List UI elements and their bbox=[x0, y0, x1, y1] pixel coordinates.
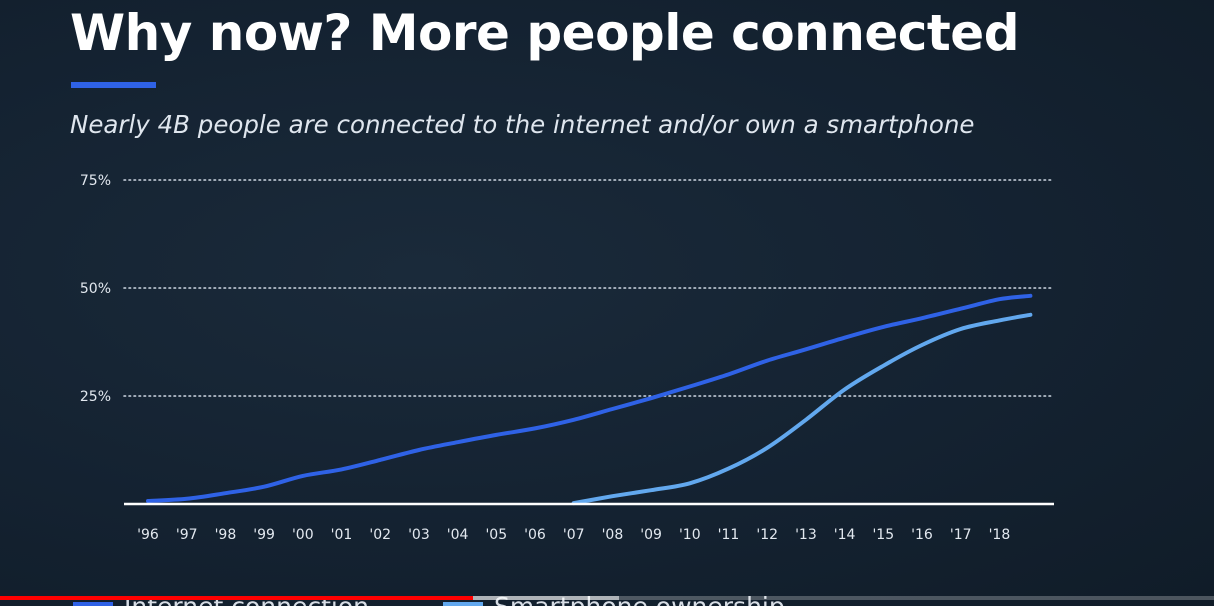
x-tick-label: '09 bbox=[640, 527, 662, 543]
slide-subtitle: Nearly 4B people are connected to the in… bbox=[70, 110, 975, 139]
internet-connection-line bbox=[146, 293, 1033, 503]
x-tick-label: '02 bbox=[369, 527, 391, 543]
x-tick-label: '07 bbox=[563, 527, 585, 543]
legend-swatch bbox=[73, 602, 113, 606]
title-accent-bar bbox=[71, 82, 156, 88]
y-tick-label: 75% bbox=[80, 173, 111, 189]
chart-gridlines bbox=[123, 179, 1055, 397]
x-tick-label: '18 bbox=[989, 527, 1011, 543]
slide-title: Why now? More people connected bbox=[70, 4, 1020, 62]
smartphone-ownership-line bbox=[571, 312, 1033, 506]
y-axis-labels: 25% 50% 75% bbox=[80, 173, 111, 405]
x-axis-labels: '96 '97 '98 '99 '00 '01 '02 '03 '04 '05 '06 '07 '08 '… bbox=[137, 527, 1010, 543]
x-tick-label: '99 bbox=[253, 527, 275, 543]
x-tick-label: '05 bbox=[485, 527, 507, 543]
x-tick-label: '14 bbox=[834, 527, 856, 543]
x-tick-label: '16 bbox=[911, 527, 933, 543]
video-progress-played bbox=[0, 596, 474, 600]
x-tick-label: '01 bbox=[331, 527, 353, 543]
chart-legend: Internet connectionSmartphone ownership bbox=[73, 592, 785, 606]
x-tick-label: '04 bbox=[447, 527, 469, 543]
x-tick-label: '96 bbox=[137, 527, 159, 543]
video-progress-buffered bbox=[473, 596, 620, 600]
legend-swatch bbox=[443, 602, 483, 606]
x-tick-label: '17 bbox=[950, 527, 972, 543]
x-tick-label: '10 bbox=[679, 527, 701, 543]
x-tick-label: '06 bbox=[524, 527, 546, 543]
legend-label: Smartphone ownership bbox=[494, 592, 785, 606]
x-tick-label: '11 bbox=[718, 527, 740, 543]
x-tick-label: '15 bbox=[872, 527, 894, 543]
video-progress-bar[interactable] bbox=[0, 596, 1214, 600]
y-tick-label: 25% bbox=[80, 389, 111, 405]
x-tick-label: '00 bbox=[292, 527, 314, 543]
x-tick-label: '98 bbox=[215, 527, 237, 543]
x-tick-label: '03 bbox=[408, 527, 430, 543]
x-tick-label: '08 bbox=[602, 527, 624, 543]
y-tick-label: 50% bbox=[80, 281, 111, 297]
x-tick-label: '12 bbox=[756, 527, 778, 543]
chart-series bbox=[146, 293, 1033, 506]
x-tick-label: '13 bbox=[795, 527, 817, 543]
x-tick-label: '97 bbox=[176, 527, 198, 543]
